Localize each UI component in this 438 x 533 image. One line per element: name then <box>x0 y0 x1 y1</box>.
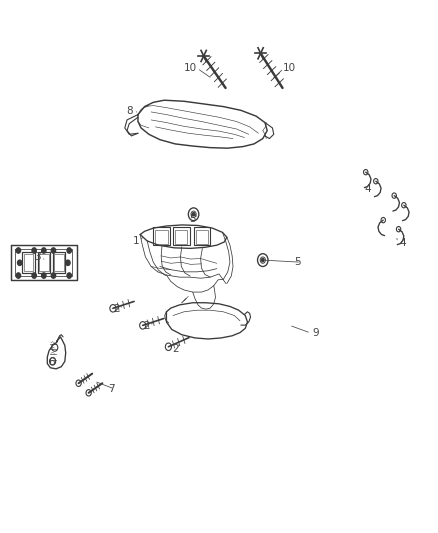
Circle shape <box>51 273 56 278</box>
Text: 2: 2 <box>172 344 179 354</box>
Text: 3: 3 <box>34 252 41 262</box>
Text: 6: 6 <box>48 358 55 367</box>
Circle shape <box>66 260 70 265</box>
Text: 7: 7 <box>108 384 115 394</box>
Circle shape <box>192 213 195 216</box>
Text: 8: 8 <box>126 106 133 116</box>
Text: 9: 9 <box>312 328 319 338</box>
Bar <box>155 230 168 244</box>
Text: 10: 10 <box>184 63 197 73</box>
Text: 4: 4 <box>399 238 406 247</box>
Circle shape <box>18 260 22 265</box>
Text: 2: 2 <box>113 304 120 314</box>
Circle shape <box>67 273 71 278</box>
Bar <box>38 252 50 273</box>
Bar <box>196 230 208 244</box>
Bar <box>22 252 35 273</box>
Text: 5: 5 <box>189 214 196 223</box>
Text: 5: 5 <box>294 257 301 267</box>
Bar <box>53 252 65 273</box>
Circle shape <box>42 248 46 253</box>
Text: 2: 2 <box>143 321 150 331</box>
Circle shape <box>51 248 56 253</box>
Circle shape <box>32 273 36 278</box>
Circle shape <box>261 259 264 262</box>
Bar <box>173 227 190 245</box>
Bar <box>54 254 64 271</box>
Circle shape <box>67 248 71 253</box>
Bar <box>175 230 187 244</box>
Text: 4: 4 <box>364 184 371 193</box>
Text: 1: 1 <box>132 236 139 246</box>
Circle shape <box>42 273 46 278</box>
Bar <box>39 254 49 271</box>
Bar <box>153 227 170 245</box>
Bar <box>24 254 33 271</box>
Circle shape <box>16 248 21 253</box>
Bar <box>194 227 210 245</box>
Text: 10: 10 <box>283 63 296 73</box>
Circle shape <box>16 273 21 278</box>
Circle shape <box>32 248 36 253</box>
